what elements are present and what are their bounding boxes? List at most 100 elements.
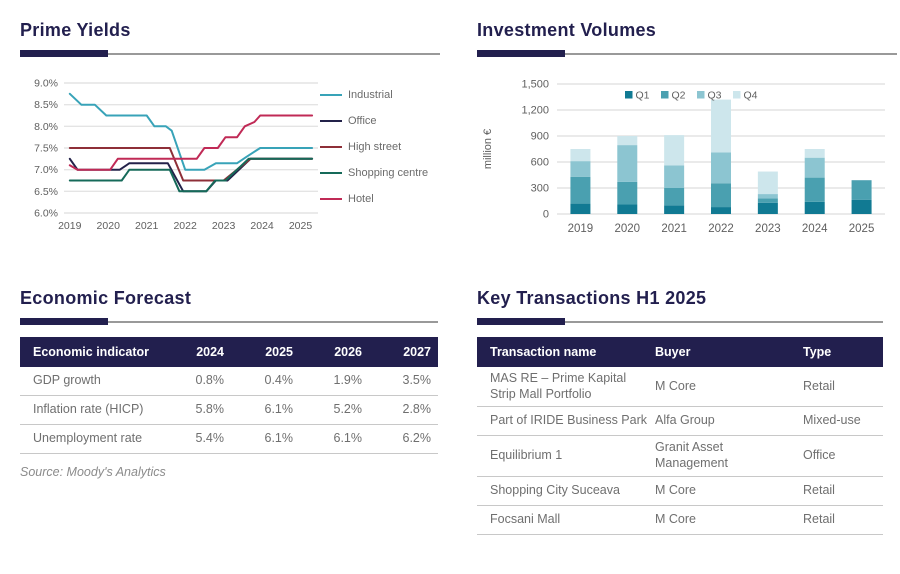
legend-item-industrial: Industrial <box>320 89 428 101</box>
value-cell: 0.4% <box>264 373 294 388</box>
rule-thick <box>477 50 565 57</box>
bar-segment-q4-2024 <box>804 149 825 158</box>
buyer-cell: M Core <box>655 482 696 497</box>
header-transaction-name: Transaction name <box>490 345 597 359</box>
x-tick-label: 2020 <box>614 223 640 235</box>
type-cell: Office <box>803 448 836 463</box>
indicator-cell: GDP growth <box>33 373 101 388</box>
rule-line <box>477 321 883 323</box>
title-rule <box>20 318 438 325</box>
table-row: Unemployment rate 5.4% 6.1% 6.1% 6.2% <box>20 425 438 454</box>
table-header-row: Economic indicator 2024 2025 2026 2027 <box>20 337 438 367</box>
table-row: MAS RE – Prime Kapital Strip Mall Portfo… <box>477 367 883 408</box>
legend-line-swatch <box>320 120 342 122</box>
rule-thick <box>20 318 108 325</box>
rule-thick <box>477 318 565 325</box>
buyer-cell: Granit Asset Management <box>655 440 728 470</box>
investment-volumes-panel: Investment Volumes 0 300 600 900 1,200 1,500 m… <box>477 20 897 254</box>
x-tick-label: 2025 <box>289 220 313 232</box>
bar-segment-q4-2020 <box>617 136 638 146</box>
legend-line-swatch <box>320 172 342 174</box>
line-series-industrial <box>68 92 314 171</box>
table-row: Focsani Mall M Core Retail <box>477 506 883 535</box>
header-economic-indicator: Economic indicator <box>33 345 149 359</box>
value-cell: 3.5% <box>402 373 432 388</box>
x-tick-label: 2023 <box>212 220 236 232</box>
rule-thick <box>20 50 108 57</box>
legend-swatch-q2 <box>661 91 669 99</box>
transaction-name-cell: Part of IRIDE Business Park <box>490 413 648 428</box>
rule-line <box>20 321 438 323</box>
line-series-office <box>68 157 314 193</box>
legend-item-shopping-centre: Shopping centre <box>320 167 428 179</box>
x-tick-label: 2022 <box>173 220 197 232</box>
bar-segment-q3-2019 <box>570 161 591 177</box>
prime-yields-title: Prime Yields <box>20 20 131 40</box>
header-2027: 2027 <box>403 345 431 359</box>
y-tick-label: 6.0% <box>34 208 58 220</box>
value-cell: 2.8% <box>402 402 432 417</box>
y-tick-label: 7.0% <box>34 164 58 176</box>
legend-swatch-q1 <box>625 91 633 99</box>
prime-yields-chart-wrap: 9.0% 8.5% 8.0% 7.5% 7.0% 6.5% 6.0% 2019 2020 2021… <box>20 67 440 244</box>
economic-forecast-panel: Economic Forecast Economic indicator 202… <box>20 288 438 479</box>
line-series-hotel <box>68 114 314 171</box>
legend-label-q4: Q4 <box>744 90 758 102</box>
bar-segment-q1-2025 <box>851 199 872 214</box>
transaction-name-cell: Shopping City Suceava <box>490 482 620 497</box>
line-series-high-street <box>68 147 314 182</box>
table-row: GDP growth 0.8% 0.4% 1.9% 3.5% <box>20 367 438 396</box>
prime-yields-chart: 9.0% 8.5% 8.0% 7.5% 7.0% 6.5% 6.0%2019 2020 2021… <box>34 78 318 232</box>
value-cell: 5.2% <box>333 402 363 417</box>
table-row: Part of IRIDE Business Park Alfa Group M… <box>477 407 883 437</box>
y-tick-label: 8.0% <box>34 121 58 133</box>
line-series-shopping-centre <box>68 157 314 193</box>
type-cell: Retail <box>803 511 835 526</box>
header-2025: 2025 <box>265 345 293 359</box>
type-cell: Retail <box>803 482 835 497</box>
legend-label-q3: Q3 <box>708 90 722 102</box>
bar-segment-q1-2023 <box>757 202 778 214</box>
y-axis-title: million € <box>482 129 494 169</box>
legend-item-hotel: Hotel <box>320 193 428 205</box>
transaction-name-cell: MAS RE – Prime Kapital Strip Mall Portfo… <box>490 371 627 401</box>
y-tick-label: 1,500 <box>521 79 549 91</box>
legend-item-high-street: High street <box>320 141 428 153</box>
table-row: Shopping City Suceava M Core Retail <box>477 477 883 506</box>
header-2024: 2024 <box>196 345 224 359</box>
bar-segment-q2-2020 <box>617 181 638 205</box>
legend-label: Hotel <box>348 193 374 205</box>
title-rule <box>20 50 440 57</box>
investment-volumes-chart-wrap: 0 300 600 900 1,200 1,500 million € 2019 2020 202… <box>477 67 897 254</box>
buyer-cell: M Core <box>655 378 696 393</box>
legend-line-swatch <box>320 198 342 200</box>
rule-line <box>20 53 440 55</box>
bar-segment-q1-2022 <box>711 207 731 214</box>
investment-volumes-title: Investment Volumes <box>477 20 657 40</box>
legend-item-office: Office <box>320 115 428 127</box>
bar-segment-q1-2019 <box>570 203 591 214</box>
legend-swatch-q3 <box>697 91 705 99</box>
bar-segment-q2-2019 <box>570 176 591 204</box>
x-tick-label: 2024 <box>802 223 828 235</box>
prime-yields-panel: Prime Yields 9.0% 8.5% 8.0% 7.5% 7.0% 6.5% 6.0… <box>20 20 440 244</box>
header-type: Type <box>803 345 832 359</box>
value-cell: 1.9% <box>333 373 363 388</box>
key-transactions-title: Key Transactions H1 2025 <box>477 288 707 308</box>
bar-segment-q2-2021 <box>664 188 685 206</box>
indicator-cell: Unemployment rate <box>33 431 143 446</box>
legend-swatch-q4 <box>733 91 741 99</box>
buyer-cell: Alfa Group <box>655 413 715 428</box>
title-rule <box>477 318 883 325</box>
y-tick-label: 1,200 <box>521 105 549 117</box>
bar-segment-q2-2022 <box>711 183 731 208</box>
y-tick-label: 7.5% <box>34 143 58 155</box>
x-tick-label: 2023 <box>755 223 781 235</box>
table-header-row: Transaction name Buyer Type <box>477 337 883 367</box>
transaction-name-cell: Focsani Mall <box>490 511 561 526</box>
bar-segment-q3-2020 <box>617 145 638 182</box>
buyer-cell: M Core <box>655 511 696 526</box>
rule-line <box>477 53 897 55</box>
header-2026: 2026 <box>334 345 362 359</box>
bar-segment-q2-2025 <box>851 180 872 200</box>
